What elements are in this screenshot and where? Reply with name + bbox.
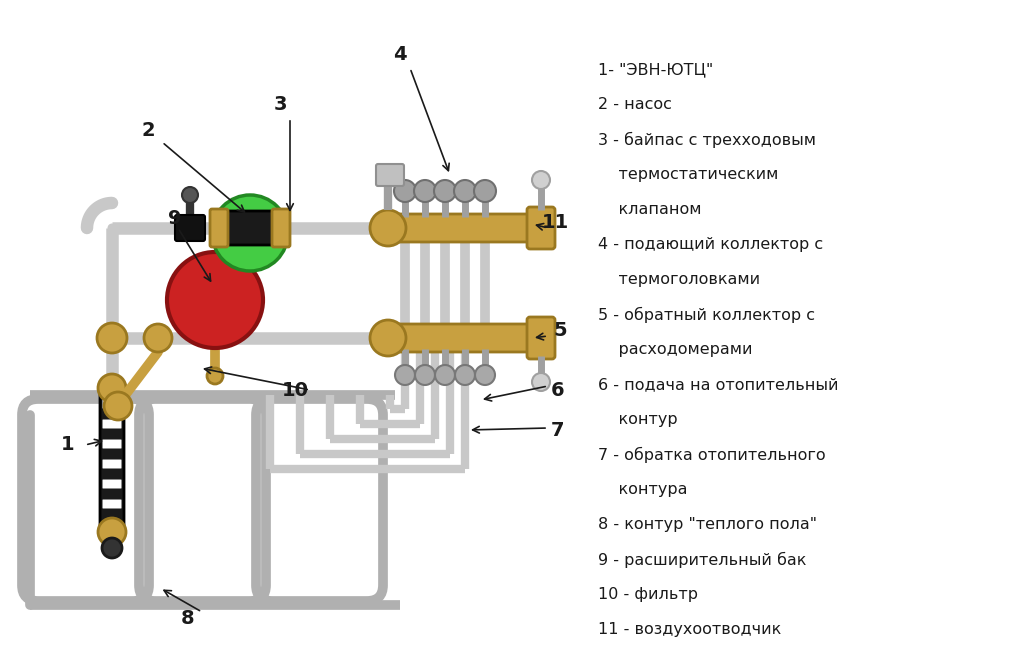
FancyBboxPatch shape (272, 209, 290, 247)
Text: 3 - байпас с трехходовым: 3 - байпас с трехходовым (598, 132, 816, 148)
FancyBboxPatch shape (102, 399, 122, 409)
Text: 4: 4 (393, 45, 407, 65)
FancyBboxPatch shape (527, 207, 555, 249)
Text: 6: 6 (551, 380, 565, 399)
Text: 11: 11 (542, 212, 568, 231)
Circle shape (370, 320, 406, 356)
Circle shape (98, 518, 126, 546)
FancyBboxPatch shape (387, 324, 534, 352)
Circle shape (532, 171, 550, 189)
Text: 5 - обратный коллектор с: 5 - обратный коллектор с (598, 307, 815, 323)
FancyBboxPatch shape (102, 480, 122, 488)
Text: 9 - расширительный бак: 9 - расширительный бак (598, 552, 806, 568)
Text: 1- "ЭВН-ЮТЦ": 1- "ЭВН-ЮТЦ" (598, 62, 714, 77)
Circle shape (207, 368, 223, 384)
FancyBboxPatch shape (102, 459, 122, 469)
Text: 10: 10 (282, 380, 308, 399)
Circle shape (97, 323, 127, 353)
Text: 3: 3 (273, 96, 287, 115)
FancyBboxPatch shape (102, 500, 122, 509)
Text: 11 - воздухоотводчик: 11 - воздухоотводчик (598, 622, 781, 637)
Text: 9: 9 (168, 208, 181, 227)
Text: термостатическим: термостатическим (598, 167, 778, 182)
Circle shape (454, 180, 476, 202)
Text: 7 - обратка отопительного: 7 - обратка отопительного (598, 447, 825, 463)
Circle shape (98, 374, 126, 402)
FancyBboxPatch shape (387, 214, 534, 242)
Circle shape (182, 187, 198, 203)
Circle shape (395, 365, 415, 385)
Text: контура: контура (598, 482, 687, 497)
Text: термоголовками: термоголовками (598, 272, 760, 287)
FancyBboxPatch shape (175, 215, 205, 241)
Text: 4 - подающий коллектор с: 4 - подающий коллектор с (598, 237, 823, 252)
Circle shape (415, 365, 435, 385)
Text: расходомерами: расходомерами (598, 342, 753, 357)
Circle shape (102, 538, 122, 558)
Circle shape (144, 324, 172, 352)
Circle shape (108, 223, 117, 233)
FancyBboxPatch shape (100, 389, 124, 531)
Text: 5: 5 (553, 320, 567, 339)
FancyBboxPatch shape (102, 440, 122, 449)
Text: 8: 8 (181, 608, 195, 627)
Circle shape (455, 365, 475, 385)
FancyBboxPatch shape (527, 317, 555, 359)
Circle shape (474, 180, 496, 202)
Text: 6 - подача на отопительный: 6 - подача на отопительный (598, 377, 839, 392)
Text: контур: контур (598, 412, 678, 427)
Text: 2: 2 (141, 121, 155, 140)
Text: 10 - фильтр: 10 - фильтр (598, 587, 698, 602)
Text: 7: 7 (551, 420, 565, 440)
Circle shape (394, 180, 416, 202)
Circle shape (435, 365, 455, 385)
Circle shape (104, 392, 132, 420)
Text: 1: 1 (61, 436, 75, 455)
Text: клапаном: клапаном (598, 202, 701, 217)
FancyBboxPatch shape (376, 164, 404, 186)
Circle shape (370, 210, 406, 246)
FancyBboxPatch shape (102, 420, 122, 428)
Circle shape (475, 365, 495, 385)
Circle shape (167, 252, 263, 348)
Circle shape (532, 373, 550, 391)
Circle shape (212, 195, 288, 271)
Circle shape (414, 180, 436, 202)
Text: 8 - контур "теплого пола": 8 - контур "теплого пола" (598, 517, 817, 532)
Text: 2 - насос: 2 - насос (598, 97, 672, 112)
FancyBboxPatch shape (219, 211, 281, 245)
FancyBboxPatch shape (210, 209, 228, 247)
Circle shape (434, 180, 456, 202)
